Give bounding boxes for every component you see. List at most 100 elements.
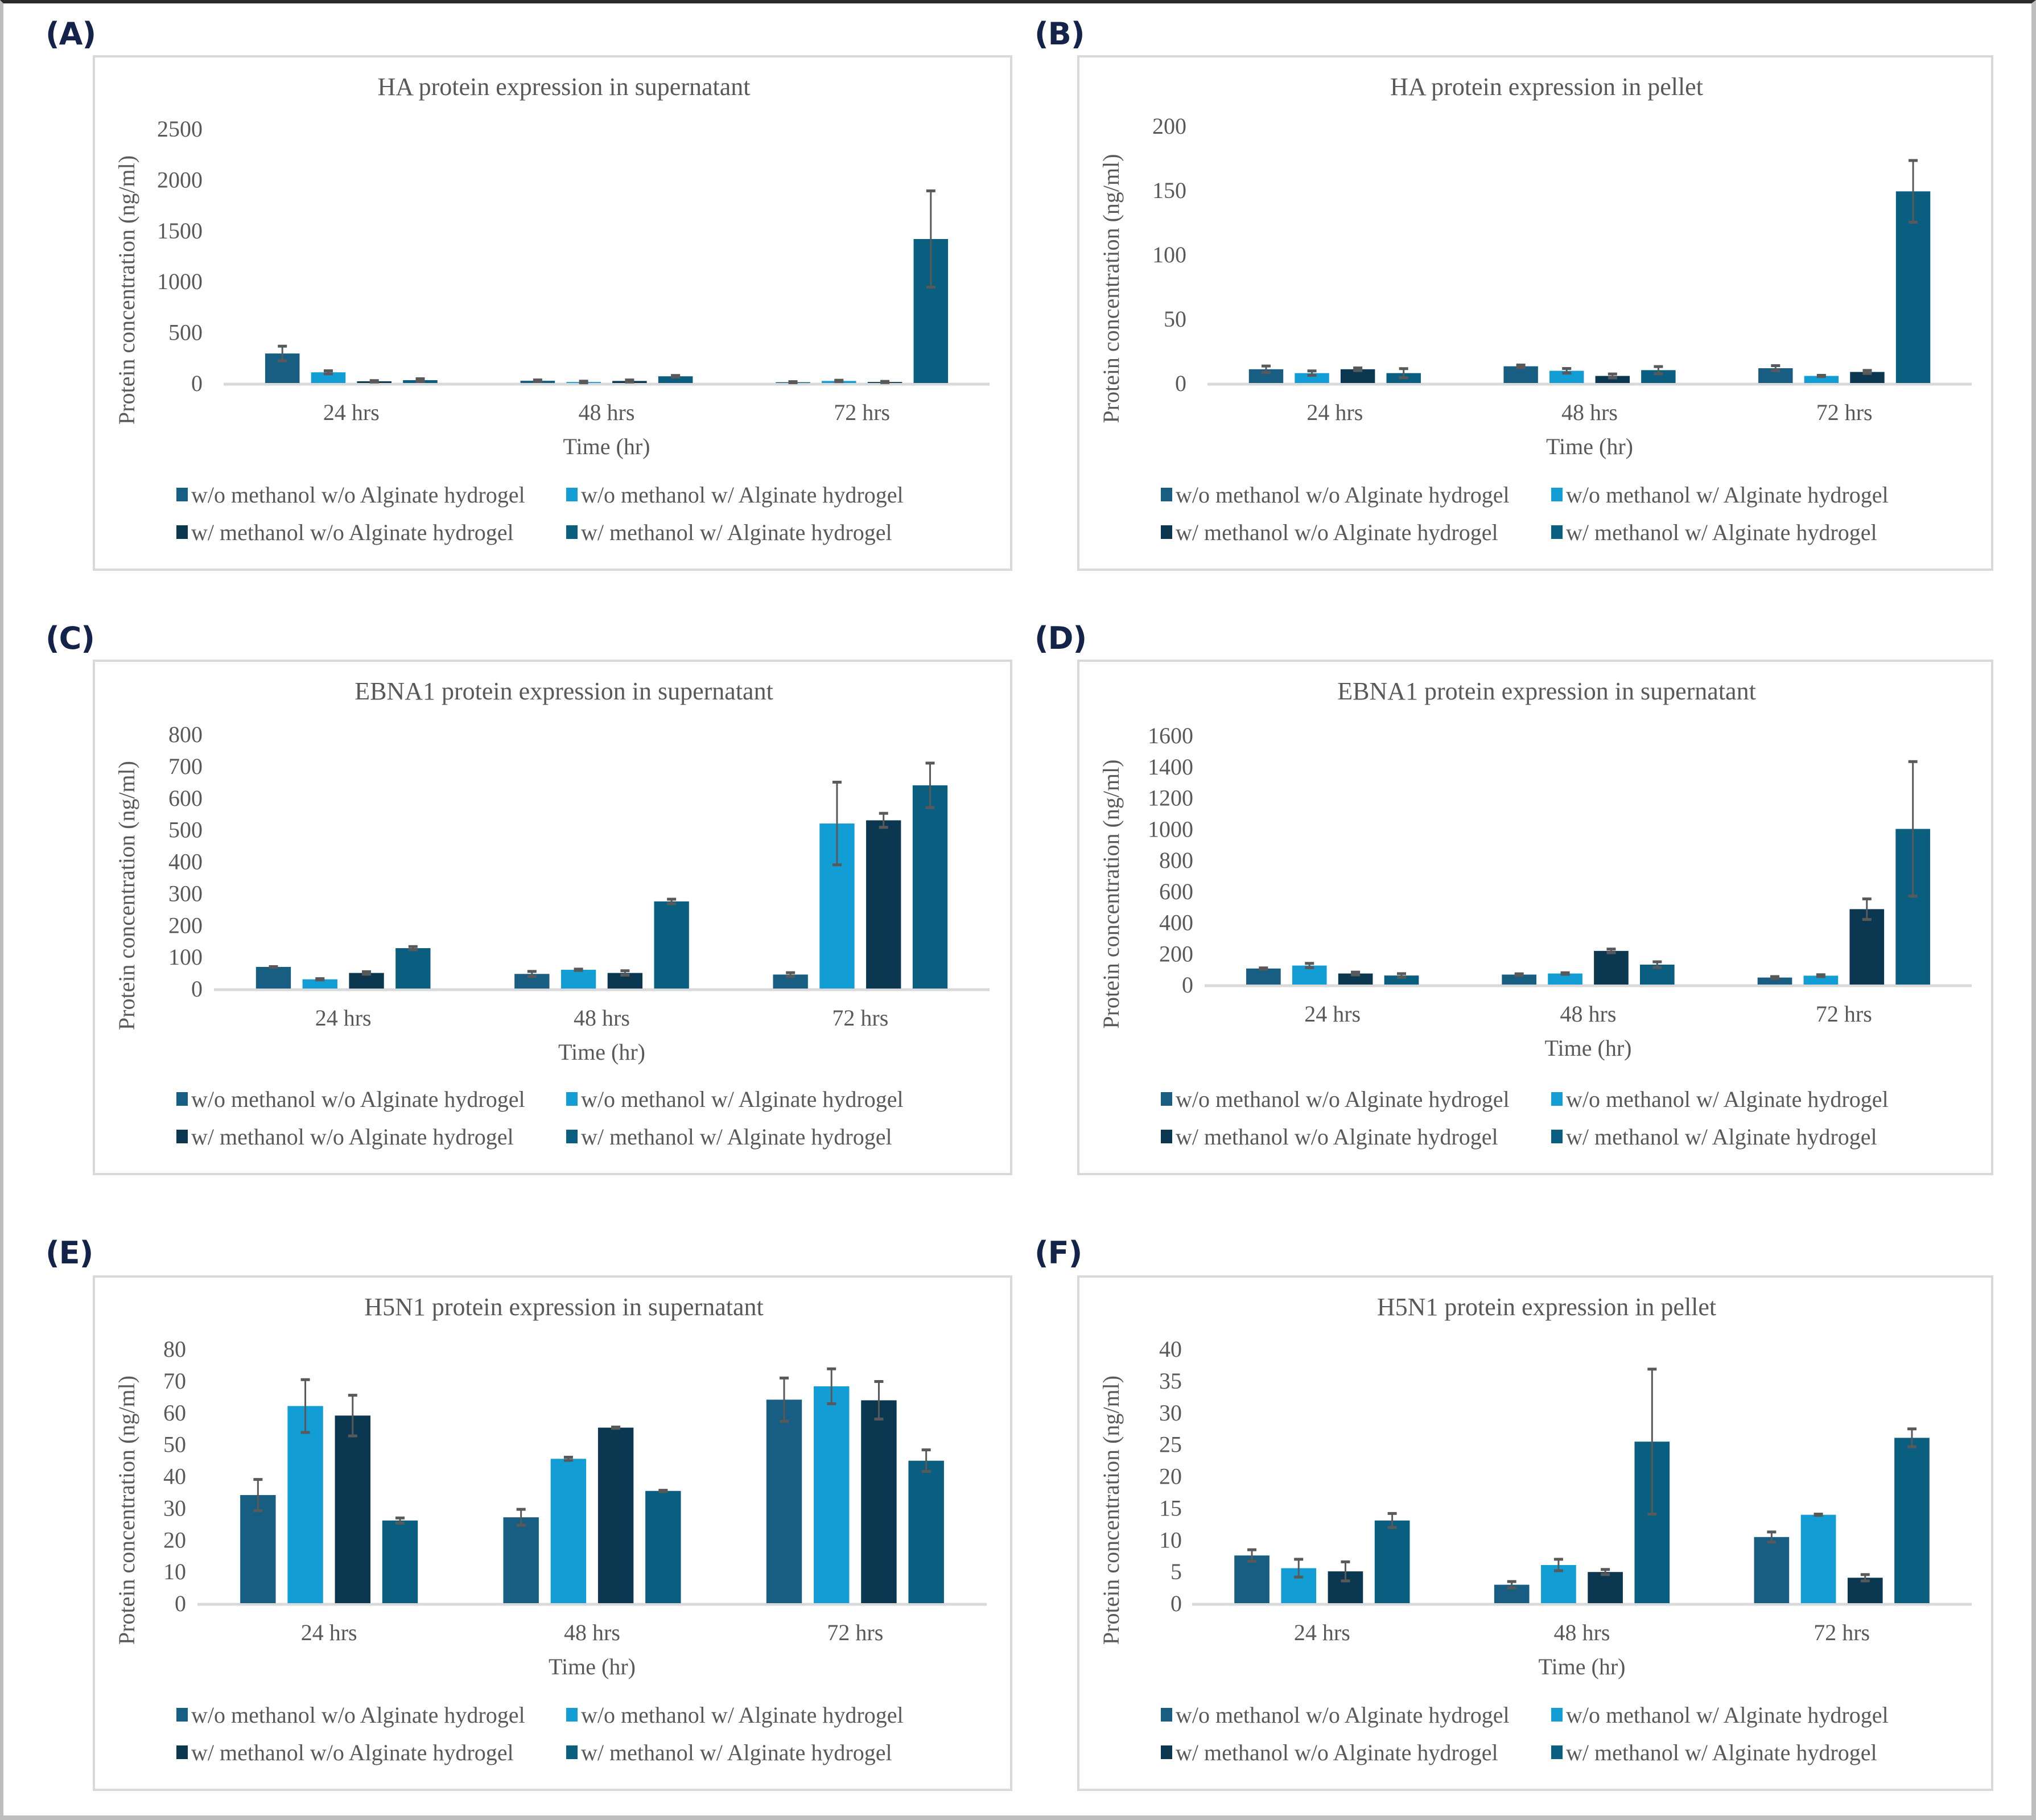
chart-title-e: H5N1 protein expression in supernatant — [364, 1293, 763, 1321]
y-tick-label: 600 — [1159, 879, 1193, 904]
chart-title-d: EBNA1 protein expression in supernatant — [1337, 677, 1756, 705]
bar — [382, 1520, 418, 1603]
bar — [814, 1386, 850, 1603]
x-axis-title-c: Time (hr) — [558, 1039, 645, 1065]
y-axis-title-e: Protein concentration (ng/ml) — [114, 1376, 139, 1645]
bar — [1384, 975, 1419, 985]
y-tick-label: 1200 — [1148, 785, 1193, 811]
legend-label: w/o methanol w/o Alginate hydrogel — [191, 1086, 525, 1112]
bar — [1246, 968, 1281, 985]
y-tick-label: 1400 — [1148, 754, 1193, 780]
y-tick-label: 25 — [1159, 1432, 1182, 1457]
y-tick-label: 30 — [1159, 1400, 1182, 1426]
x-tick-label: 72 hrs — [1816, 400, 1873, 425]
y-axis-title-a: Protein concentration (ng/ml) — [114, 155, 139, 425]
panel-label-c: (C) — [46, 620, 95, 656]
legend-swatch — [1551, 1092, 1563, 1106]
y-tick-label: 5 — [1171, 1559, 1182, 1584]
y-tick-label: 200 — [168, 912, 203, 938]
chart-title-c: EBNA1 protein expression in supernatant — [355, 677, 773, 705]
x-tick-label: 72 hrs — [827, 1620, 883, 1645]
x-tick-label: 24 hrs — [315, 1005, 372, 1031]
legend-label: w/ methanol w/ Alginate hydrogel — [1566, 1740, 1877, 1765]
x-axis-title-f: Time (hr) — [1539, 1654, 1626, 1679]
legend-label: w/ methanol w/o Alginate hydrogel — [191, 1124, 514, 1150]
legend-label: w/o methanol w/ Alginate hydrogel — [581, 1702, 904, 1728]
chart-panel-a — [93, 55, 1012, 571]
legend-swatch — [566, 1745, 578, 1759]
y-tick-label: 1500 — [157, 218, 203, 244]
legend-swatch — [1161, 1130, 1172, 1143]
chart-panel-c — [93, 660, 1012, 1175]
legend-label: w/o methanol w/ Alginate hydrogel — [581, 482, 904, 508]
panel-label-b: (B) — [1035, 16, 1085, 52]
bar — [654, 901, 689, 989]
y-tick-label: 0 — [1175, 370, 1186, 396]
bar — [1894, 1438, 1930, 1603]
y-tick-label: 200 — [1152, 113, 1186, 139]
legend-swatch — [176, 1708, 188, 1722]
legend-swatch — [1161, 1092, 1172, 1106]
y-tick-label: 2500 — [157, 116, 203, 142]
legend-swatch — [1161, 488, 1172, 501]
y-tick-label: 40 — [163, 1464, 186, 1489]
bar — [1549, 370, 1584, 383]
x-axis-title-b: Time (hr) — [1546, 434, 1633, 459]
legend-swatch — [566, 525, 578, 539]
y-tick-label: 0 — [175, 1591, 186, 1616]
legend-label: w/o methanol w/ Alginate hydrogel — [581, 1086, 904, 1112]
bar — [908, 1460, 944, 1603]
y-tick-label: 60 — [163, 1400, 186, 1426]
y-tick-label: 500 — [168, 817, 203, 843]
legend-swatch — [1161, 525, 1172, 539]
legend-label: w/ methanol w/o Alginate hydrogel — [191, 1740, 514, 1765]
y-tick-label: 10 — [163, 1559, 186, 1584]
y-tick-label: 15 — [1159, 1495, 1182, 1521]
bar — [658, 376, 693, 383]
bar — [550, 1459, 587, 1603]
y-tick-label: 300 — [168, 880, 203, 906]
y-tick-label: 500 — [168, 320, 203, 345]
legend-label: w/ methanol w/ Alginate hydrogel — [581, 1740, 892, 1765]
y-tick-label: 800 — [1159, 847, 1193, 873]
x-axis-title-d: Time (hr) — [1545, 1035, 1632, 1061]
x-tick-label: 48 hrs — [1561, 400, 1618, 425]
x-tick-label: 72 hrs — [1814, 1620, 1870, 1645]
legend-label: w/o methanol w/ Alginate hydrogel — [1566, 482, 1889, 508]
legend-swatch — [1161, 1708, 1172, 1722]
bar — [912, 785, 948, 989]
y-tick-label: 50 — [1164, 306, 1186, 332]
bar — [302, 979, 337, 989]
y-tick-label: 10 — [1159, 1527, 1182, 1553]
bar — [1548, 973, 1582, 985]
legend-swatch — [176, 1130, 188, 1143]
bar — [240, 1495, 276, 1603]
y-tick-label: 50 — [163, 1432, 186, 1457]
bar — [1595, 376, 1630, 383]
legend-label: w/ methanol w/o Alginate hydrogel — [1176, 1740, 1498, 1765]
legend-swatch — [566, 488, 578, 501]
y-tick-label: 0 — [191, 370, 203, 396]
bar — [287, 1406, 323, 1603]
chart-title-f: H5N1 protein expression in pellet — [1377, 1293, 1716, 1321]
bar — [1338, 973, 1373, 985]
x-tick-label: 48 hrs — [574, 1005, 630, 1031]
bar — [335, 1415, 370, 1603]
x-tick-label: 24 hrs — [1294, 1620, 1350, 1645]
bar — [1754, 1537, 1790, 1603]
x-tick-label: 48 hrs — [564, 1620, 620, 1645]
legend-swatch — [176, 1092, 188, 1106]
legend-swatch — [176, 525, 188, 539]
chart-title-b: HA protein expression in pellet — [1390, 73, 1703, 101]
legend-swatch — [566, 1092, 578, 1106]
legend-label: w/ methanol w/o Alginate hydrogel — [1176, 520, 1498, 545]
bar — [1502, 974, 1537, 985]
y-tick-label: 0 — [1182, 972, 1193, 998]
legend-label: w/o methanol w/o Alginate hydrogel — [1176, 1086, 1510, 1112]
legend-label: w/ methanol w/ Alginate hydrogel — [1566, 1124, 1877, 1150]
panel-label-f: (F) — [1035, 1235, 1082, 1271]
y-tick-label: 20 — [1159, 1464, 1182, 1489]
chart-panel-d — [1077, 660, 1993, 1175]
legend-swatch — [176, 488, 188, 501]
x-tick-label: 24 hrs — [323, 400, 380, 425]
